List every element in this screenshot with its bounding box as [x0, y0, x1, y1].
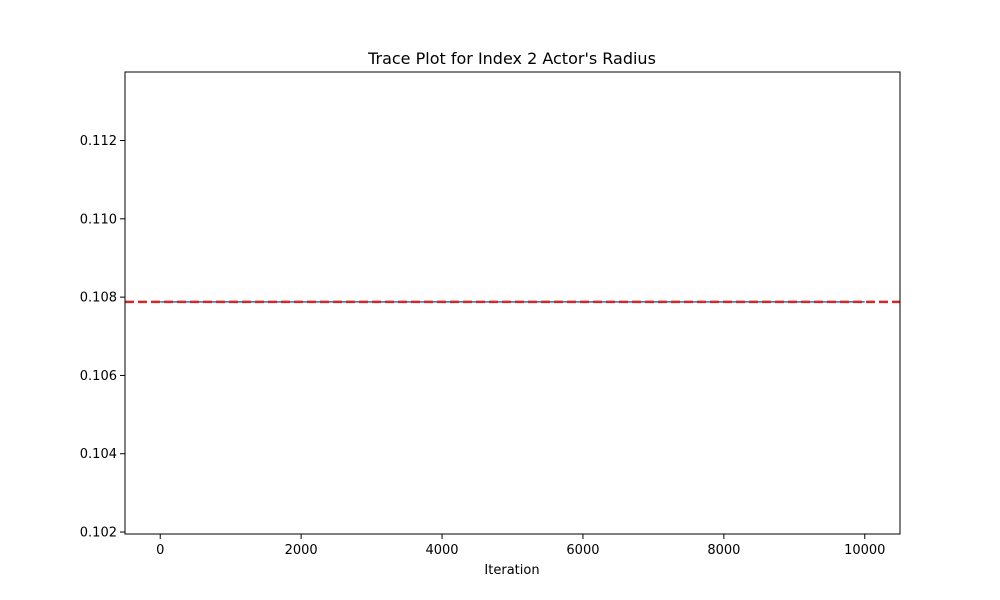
chart-title: Trace Plot for Index 2 Actor's Radius	[367, 49, 656, 68]
y-tick-label: 0.106	[80, 369, 117, 384]
x-axis: 0 2000 4000 6000 8000 10000	[156, 534, 885, 558]
y-axis: 0.102 0.104 0.106 0.108 0.110 0.112	[80, 134, 125, 541]
y-tick-label: 0.108	[80, 291, 117, 306]
x-axis-title: Iteration	[484, 563, 539, 578]
x-tick-label: 2000	[285, 543, 318, 558]
x-tick-label: 8000	[707, 543, 740, 558]
x-tick-label: 6000	[566, 543, 599, 558]
y-tick-label: 0.110	[80, 212, 117, 227]
y-tick-label: 0.104	[80, 447, 117, 462]
y-tick-label: 0.102	[80, 526, 117, 541]
x-tick-label: 10000	[844, 543, 885, 558]
plot-border	[124, 71, 901, 535]
x-tick-label: 4000	[425, 543, 458, 558]
y-tick-label: 0.112	[80, 134, 117, 149]
x-tick-label: 0	[156, 543, 164, 558]
